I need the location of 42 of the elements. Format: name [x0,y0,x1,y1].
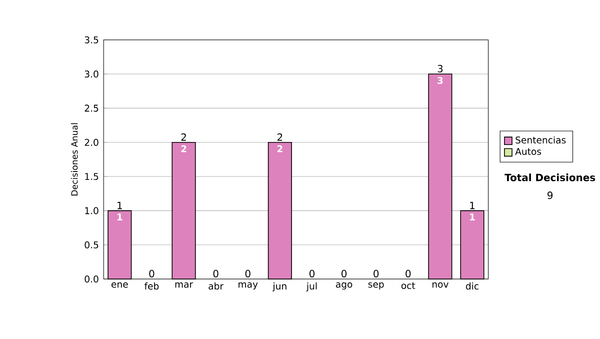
total-label: 0 [374,270,379,278]
text: Total Decisiones [504,174,596,182]
x-tick-label: nov [432,282,448,288]
y-tick-label: 3.5 [84,36,98,44]
y-tick-label: 1.0 [85,207,98,214]
total-label: 0 [213,270,218,278]
x-tick-label: ene [112,282,128,288]
data-label: 1 [470,214,475,220]
total-label: 3 [438,64,443,73]
x-tick-label: may [238,282,258,290]
data-label: 2 [277,145,282,152]
x-tick-label: mar [175,282,194,288]
y-axis-title: Decisiones Anual [71,123,78,196]
y-tick-label: 0.0 [84,276,98,283]
x-tick-label: sep [368,282,384,290]
x-tick-label: oct [401,282,416,290]
total-label: 0 [309,270,314,278]
x-tick-label: jun [272,282,286,292]
y-tick-label: 2.5 [84,104,98,112]
legend-label: Sentencias [516,136,566,144]
total-label: 0 [406,270,411,278]
total-label: 0 [342,270,347,278]
data-label: 2 [181,145,186,152]
y-tick-label: 0.5 [84,241,98,248]
y-tick-label: 1.5 [85,173,98,180]
x-tick-label: ago [336,282,352,290]
x-tick-label: dic [466,282,478,290]
y-tick-label: 2.0 [84,138,98,146]
data-label: 1 [117,214,122,220]
total-label: 2 [181,133,186,141]
x-tick-label: feb [144,282,159,290]
text: 9 [548,192,553,200]
data-label: 3 [438,77,443,84]
x-tick-label: jul [306,282,317,292]
y-tick-label: 3.0 [84,70,98,78]
legend-label: Autos [515,148,542,156]
total-label: 0 [149,270,154,278]
total-label: 1 [118,202,122,210]
total-label: 1 [470,202,474,210]
total-label: 2 [277,133,282,141]
x-tick-label: abr [208,282,224,290]
total-label: 0 [245,270,250,278]
